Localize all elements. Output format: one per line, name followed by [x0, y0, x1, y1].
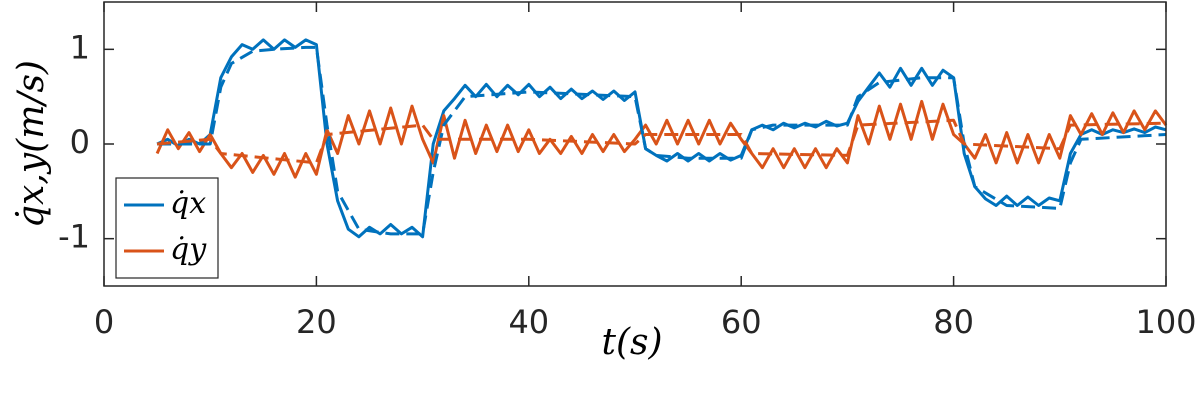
- legend-box: [115, 177, 219, 279]
- x-tick-label: 20: [296, 303, 337, 341]
- plot-frame: [103, 1, 1167, 287]
- legend-label: q̇x: [170, 186, 206, 221]
- x-tick-label: 0: [94, 303, 114, 341]
- y-axis-label: q̇x,y(m/s): [11, 60, 52, 228]
- y-tick-label: 1: [70, 28, 90, 66]
- series-line: [156, 118, 1167, 165]
- series-line: [156, 38, 1167, 239]
- y-tick-label: 0: [70, 123, 90, 161]
- x-tick-label: 60: [721, 303, 762, 341]
- y-tick-label: -1: [58, 218, 90, 256]
- x-tick-label: 100: [1135, 303, 1196, 341]
- x-tick-label: 40: [508, 303, 549, 341]
- x-axis-label: t(s): [601, 322, 662, 363]
- series-line: [155, 99, 1168, 179]
- series-line: [157, 45, 1167, 236]
- x-tick-label: 80: [933, 303, 974, 341]
- legend-label: q̇y: [170, 232, 207, 267]
